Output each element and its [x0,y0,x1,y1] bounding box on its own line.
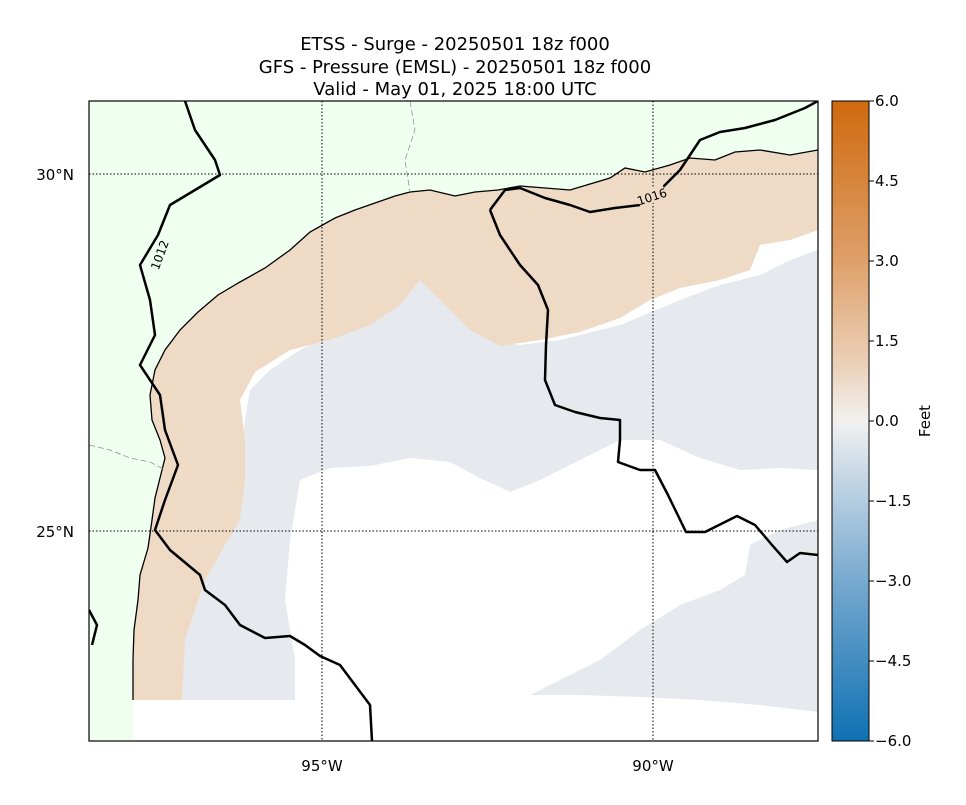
colorbar-tick-label: 1.5 [875,332,899,350]
colorbar-tick-label: 6.0 [875,92,899,110]
coastline [132,149,818,700]
colorbar-label: Feet [916,405,934,437]
colorbar-ticks: 6.0 4.5 3.0 1.5 0.0 −1.5 −3.0 −4.5 −6.0 [869,92,911,750]
land-area [89,101,818,741]
lon-label-90w: 90°W [632,757,674,775]
colorbar-tick-label: 4.5 [875,172,899,190]
colorbar-tick-label: −3.0 [875,572,911,590]
colorbar-tick-label: 0.0 [875,412,899,430]
colorbar: 6.0 4.5 3.0 1.5 0.0 −1.5 −3.0 −4.5 −6.0 Feet [831,92,934,750]
surge-positive-band [133,150,818,700]
lat-label-30n: 30°N [36,166,74,184]
lat-label-25n: 25°N [36,523,74,541]
map-panel: 1012 1016 [89,101,818,741]
map-gridlines [89,101,818,741]
map-frame [88,100,819,742]
colorbar-tick-label: 3.0 [875,252,899,270]
surge-near-zero-field-se [530,520,818,712]
colorbar-tick-label: −6.0 [875,732,911,750]
title-line-1: ETSS - Surge - 20250501 18z f000 [300,34,610,55]
lon-label-95w: 95°W [301,757,343,775]
isobar-central [488,209,818,564]
colorbar-tick-label: −1.5 [875,492,911,510]
state-border [89,101,416,471]
title-line-2: GFS - Pressure (EMSL) - 20250501 18z f00… [259,57,651,78]
surge-near-zero-field [180,250,818,741]
colorbar-gradient [831,100,870,742]
colorbar-tick-label: −4.5 [875,652,911,670]
isobar-edge-west [89,609,99,646]
isobar-west [138,101,374,741]
title-line-3: Valid - May 01, 2025 18:00 UTC [313,79,596,100]
